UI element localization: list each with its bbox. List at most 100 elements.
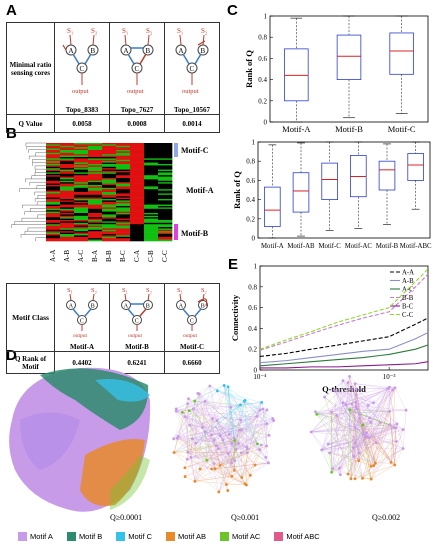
- y-tick-label: 1: [252, 139, 256, 147]
- heatmap-cell: [88, 185, 103, 187]
- heatmap-cell: [60, 180, 75, 183]
- network-edge: [194, 476, 232, 482]
- heatmap-cell: [144, 166, 159, 169]
- network-node: [210, 467, 214, 471]
- network-edge: [353, 442, 377, 448]
- heatmap-cell: [74, 172, 89, 175]
- network-node: [203, 399, 207, 403]
- network-edge: [311, 431, 370, 438]
- network-edge: [192, 386, 229, 439]
- heatmap-cell: [144, 228, 159, 231]
- network-edge: [197, 393, 215, 464]
- node-c: C: [190, 319, 194, 325]
- heatmap-cell: [74, 166, 89, 169]
- network-edge: [187, 403, 190, 426]
- network-node: [353, 477, 357, 481]
- heatmap-cell: [158, 169, 173, 172]
- heatmap-cell: [144, 203, 159, 205]
- box: [378, 160, 396, 191]
- heatmap-cell: [60, 171, 75, 173]
- network-edge: [316, 406, 357, 415]
- heatmap-cell: [130, 197, 145, 200]
- heatmap-cell: [46, 172, 61, 175]
- network-edge: [345, 389, 393, 405]
- heatmap-cell: [116, 175, 131, 177]
- heatmap-cell: [158, 207, 173, 210]
- network-edge: [224, 385, 242, 453]
- heatmap-cell: [116, 232, 131, 235]
- network-node: [232, 468, 236, 472]
- network-edge: [197, 385, 210, 394]
- network-edge: [362, 478, 372, 480]
- heatmap-cell: [46, 150, 61, 152]
- heatmap-cell: [60, 165, 75, 168]
- heatmap-cell: [74, 231, 89, 233]
- heatmap-cell: [88, 162, 103, 165]
- heatmap-cell: [102, 185, 117, 187]
- heatmap-cell: [144, 213, 159, 215]
- network-edge: [311, 431, 341, 475]
- heatmap-cell: [46, 154, 61, 156]
- network-node: [332, 388, 336, 392]
- network-edge: [189, 420, 218, 426]
- heatmap-cell: [130, 200, 145, 203]
- heatmap-cell: [74, 227, 89, 229]
- heatmap-cell: [116, 182, 131, 184]
- heatmap-cell: [46, 225, 61, 228]
- network-node: [234, 447, 238, 451]
- output-label: output: [72, 88, 89, 95]
- heatmap-cell: [116, 187, 131, 190]
- heatmap-cell: [102, 228, 117, 231]
- network-node: [358, 416, 361, 420]
- heatmap-cell: [74, 161, 89, 163]
- heatmap-cell: [116, 227, 131, 229]
- network-node: [212, 462, 216, 465]
- heatmap-cell: [88, 159, 103, 162]
- x-tick-label: 10⁻⁴: [253, 373, 267, 381]
- network-node: [261, 407, 265, 411]
- network-edge: [265, 409, 268, 458]
- heatmap-cell: [144, 204, 159, 207]
- network-edge: [185, 420, 274, 477]
- heatmap-cell: [88, 232, 103, 235]
- heatmap-cell: [130, 161, 145, 163]
- heatmap-cell: [144, 217, 159, 219]
- heatmap-cell: [116, 196, 131, 198]
- heatmap-cell: [46, 206, 61, 208]
- network-edge: [342, 380, 377, 443]
- network-edge: [324, 397, 352, 479]
- heatmap-cell: [116, 197, 131, 200]
- heatmap-cell: [74, 203, 89, 205]
- heatmap-cell: [46, 168, 61, 170]
- heatmap-cell: [46, 231, 61, 233]
- heatmap-cell: [74, 143, 89, 145]
- network-edge: [244, 401, 267, 424]
- heatmap-cell: [88, 199, 103, 201]
- heatmap-cell: [130, 147, 145, 149]
- x-category-label: Motif-ABC: [400, 243, 432, 250]
- heatmap-cell: [102, 197, 117, 200]
- heatmap-cell: [74, 183, 89, 186]
- network-node: [366, 404, 370, 407]
- network-node: [388, 385, 391, 389]
- x-category-label: Motif-C: [319, 243, 342, 250]
- heatmap-cell: [102, 220, 117, 222]
- network-edge: [187, 402, 262, 453]
- heatmap-cell: [158, 224, 173, 226]
- s2-label: S₂: [91, 287, 97, 294]
- network-edge: [355, 388, 360, 454]
- heatmap-column-label: C-C: [161, 250, 169, 262]
- heatmap-cell: [144, 185, 159, 187]
- network-edge: [331, 386, 390, 413]
- network-node: [188, 423, 191, 427]
- heatmap-cell: [116, 229, 131, 232]
- network-edge: [369, 411, 390, 419]
- heatmap-cell: [130, 171, 145, 173]
- heatmap-cell: [74, 239, 89, 242]
- heatmap-cell: [88, 164, 103, 166]
- panel-label-e: E: [228, 256, 239, 273]
- heatmap-cell: [74, 199, 89, 201]
- box: [389, 32, 414, 75]
- motif-c-diagram: S₁ S₂ A B C output: [176, 287, 208, 339]
- heatmap-cell: [74, 148, 89, 151]
